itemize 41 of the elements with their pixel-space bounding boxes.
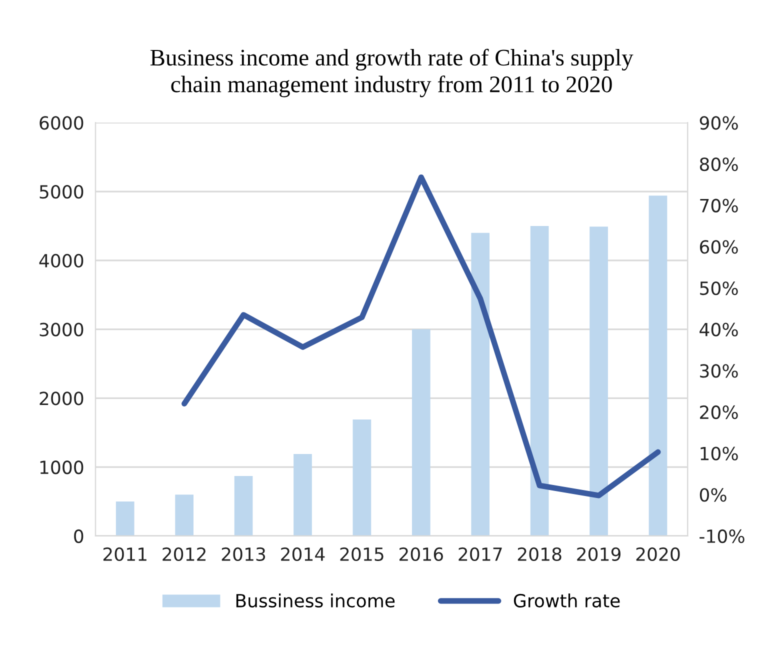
x-tick-label: 2013 [222, 547, 266, 562]
x-tick-label: 2019 [577, 547, 620, 562]
y2-tick-label: 10% [700, 446, 738, 460]
x-tick-label: 2015 [340, 547, 384, 562]
bar [412, 329, 430, 536]
chart-title: Business income and growth rate of China's supply chain management industry from 2011 to 2020 [150, 48, 634, 98]
y2-tick-label: 0% [700, 488, 726, 502]
bar [648, 196, 668, 536]
bar [352, 420, 372, 536]
bar [294, 454, 312, 536]
y-tick-label: 3000 [40, 322, 84, 336]
y2-tick-label: 90% [700, 116, 738, 130]
y-tick-label: 5000 [40, 185, 84, 199]
y2-tick-label: 80% [700, 157, 738, 172]
y-tick-label: 2000 [40, 392, 84, 406]
bar [175, 494, 194, 536]
x-tick-label: 2012 [162, 547, 206, 562]
x-tick-label: 2011 [103, 547, 146, 562]
y2-tick-label: 30% [700, 364, 738, 378]
y-tick-label: 4000 [39, 254, 84, 268]
y-tick-label: 6000 [40, 116, 84, 130]
y-tick-label: 1000 [40, 460, 84, 474]
y-tick-label: 0 [74, 529, 84, 544]
y2-tick-label: 50% [700, 281, 738, 296]
y2-tick-label: 40% [700, 322, 738, 336]
y2-tick-label: 70% [700, 198, 738, 212]
bar [471, 232, 490, 536]
bar [530, 226, 549, 536]
x-tick-label: 2017 [458, 547, 502, 562]
bar [234, 476, 253, 536]
x-tick-label: 2016 [400, 547, 443, 562]
x-tick-label: 2014 [281, 547, 325, 562]
y2-tick-label: 60% [700, 240, 738, 254]
bar [116, 502, 134, 536]
y2-tick-label: 20% [700, 405, 738, 420]
legend-label: Bussiness income [236, 594, 395, 608]
x-tick-label: 2020 [636, 547, 680, 562]
x-tick-label: 2018 [518, 547, 562, 562]
bar [590, 226, 608, 536]
y2-tick-label: -10% [700, 529, 744, 544]
legend-label: Growth rate [514, 594, 620, 608]
